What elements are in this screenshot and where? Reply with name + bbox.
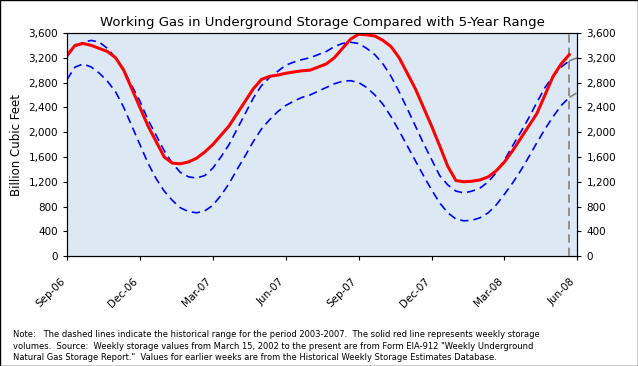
Title: Working Gas in Underground Storage Compared with 5-Year Range: Working Gas in Underground Storage Compa… bbox=[100, 16, 545, 29]
Text: Mar-07: Mar-07 bbox=[181, 276, 213, 309]
Y-axis label: Billion Cubic Feet: Billion Cubic Feet bbox=[10, 94, 23, 195]
Text: Note:   The dashed lines indicate the historical range for the period 2003-2007.: Note: The dashed lines indicate the hist… bbox=[13, 330, 540, 362]
Text: Sep-07: Sep-07 bbox=[326, 276, 359, 309]
Text: Jun-08: Jun-08 bbox=[547, 276, 577, 307]
Text: Dec-07: Dec-07 bbox=[398, 276, 431, 309]
Text: Jun-07: Jun-07 bbox=[255, 276, 286, 307]
Text: Mar-08: Mar-08 bbox=[472, 276, 505, 309]
Text: Sep-06: Sep-06 bbox=[34, 276, 67, 309]
Text: Dec-06: Dec-06 bbox=[107, 276, 140, 309]
